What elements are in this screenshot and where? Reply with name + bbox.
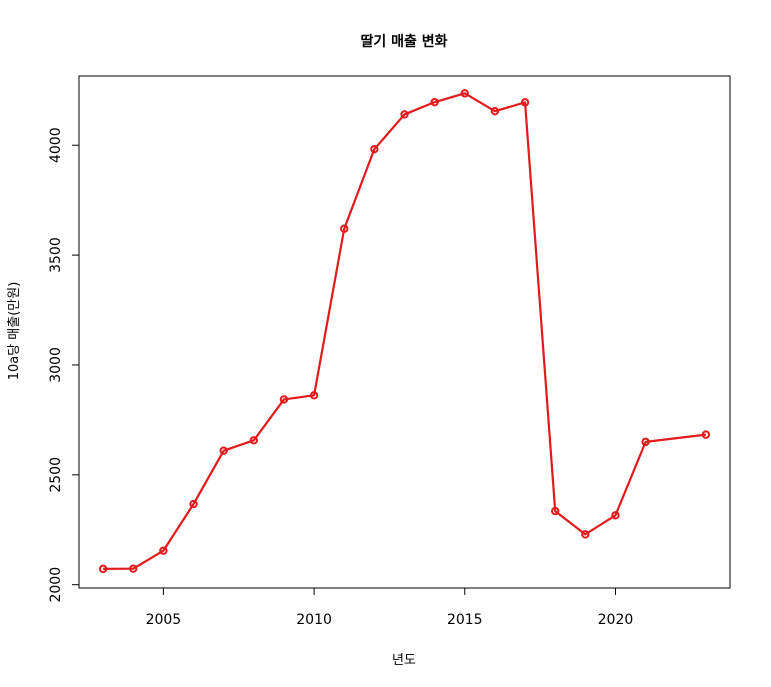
- chart-title: 딸기 매출 변화: [360, 33, 447, 50]
- y-tick-label: 3500: [48, 237, 64, 273]
- y-tick-label: 3000: [48, 347, 64, 383]
- data-point: [340, 224, 349, 233]
- data-point: [490, 106, 500, 116]
- data-point: [159, 546, 168, 555]
- x-tick-label: 2010: [296, 612, 332, 628]
- x-tick-label: 2020: [598, 612, 634, 628]
- data-point: [249, 436, 259, 445]
- data-point: [581, 530, 590, 539]
- data-point: [279, 395, 289, 404]
- plot-frame: [78, 75, 731, 589]
- y-axis-label: 10a당 매출(만원): [7, 282, 22, 381]
- data-point: [460, 89, 469, 98]
- data-point: [219, 446, 228, 455]
- series-line: [103, 92, 707, 570]
- data-point: [550, 506, 560, 516]
- y-tick-label: 4000: [48, 127, 64, 163]
- data-point: [611, 511, 620, 520]
- series-layer: [98, 89, 711, 574]
- data-point: [370, 144, 379, 154]
- data-point: [129, 564, 138, 573]
- data-point: [400, 110, 409, 119]
- y-tick-label: 2500: [48, 457, 64, 493]
- data-point: [98, 564, 108, 574]
- data-point: [430, 97, 439, 107]
- x-tick-label: 2005: [146, 612, 182, 628]
- x-axis-label: 년도: [392, 653, 416, 668]
- data-point: [309, 391, 319, 400]
- x-axis: 2005 2010 2015 2020: [146, 587, 634, 628]
- x-tick-label: 2015: [447, 612, 483, 628]
- y-axis: 2000 2500 3000 3500 4000: [48, 127, 80, 603]
- data-point: [520, 98, 530, 107]
- data-point: [641, 437, 650, 447]
- data-point: [189, 499, 198, 509]
- data-point: [701, 430, 711, 439]
- y-tick-label: 2000: [48, 567, 64, 603]
